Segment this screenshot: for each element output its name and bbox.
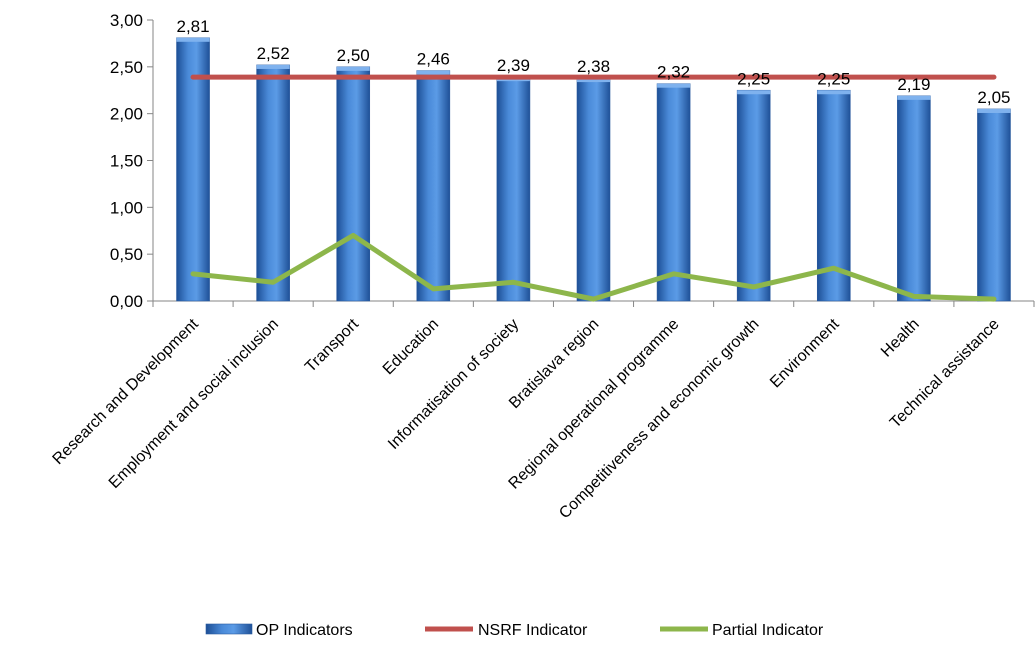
bar <box>977 108 1011 302</box>
data-labels: 2,81 2,52 2,50 2,46 2,39 2,38 2,32 2,25 2,25 2,19… <box>176 17 1010 107</box>
bar <box>656 83 691 302</box>
bar-value-label: 2,46 <box>417 50 450 69</box>
bar-top <box>817 90 851 95</box>
bar <box>897 95 931 302</box>
category-label: Informatisation of society <box>385 316 522 453</box>
bar-value-label: 2,32 <box>657 63 690 82</box>
legend-label: Partial Indicator <box>712 622 824 639</box>
bar-value-label: 2,38 <box>577 57 610 76</box>
legend: OP Indicators NSRF Indicator Partial Indic… <box>205 622 824 639</box>
bar-top <box>416 70 450 75</box>
y-tick-label: 0,50 <box>110 245 143 264</box>
lines <box>190 74 997 302</box>
bar-value-label: 2,25 <box>817 69 850 88</box>
bar-top <box>897 95 931 100</box>
legend-label: NSRF Indicator <box>478 622 588 639</box>
bar <box>496 76 531 302</box>
y-tick-label: 3,00 <box>110 11 143 30</box>
category-label: Health <box>878 316 923 361</box>
bar <box>736 89 771 302</box>
category-label: Education <box>380 316 442 378</box>
bar <box>176 37 210 302</box>
bar <box>336 66 371 302</box>
bar-top <box>657 83 691 88</box>
bar-value-label: 2,19 <box>897 75 930 94</box>
y-tick-label: 2,00 <box>110 105 143 124</box>
category-label: Employment and social inclusion <box>106 316 282 492</box>
bar-value-label: 2,39 <box>497 56 530 75</box>
y-tick-label: 0,00 <box>110 292 143 311</box>
bar-top <box>256 64 290 69</box>
bar-top <box>336 66 370 71</box>
y-tick-label: 1,50 <box>110 152 143 171</box>
bar-value-label: 2,05 <box>977 88 1010 107</box>
bar-top <box>176 37 210 42</box>
bar-top <box>577 78 610 83</box>
y-tick-label: 2,50 <box>110 58 143 77</box>
bar <box>576 77 611 302</box>
category-label: Research and Development <box>50 315 203 468</box>
bar <box>256 64 290 302</box>
bar-top <box>977 108 1011 113</box>
axes: 0,00 0,50 1,00 1,50 2,00 2,50 3,00 <box>110 11 1035 311</box>
legend-swatch-bar <box>205 623 253 635</box>
category-label: Regional operational programme <box>506 316 683 493</box>
category-label: Environment <box>767 315 843 391</box>
legend-label: OP Indicators <box>256 622 353 639</box>
bar-value-label: 2,52 <box>257 44 290 63</box>
bar-top <box>737 90 771 95</box>
bar-value-label: 2,81 <box>176 17 209 36</box>
bar <box>416 70 451 302</box>
bar-value-label: 2,50 <box>337 46 370 65</box>
category-label: Transport <box>302 315 362 375</box>
partial-indicator-line <box>190 232 997 302</box>
bar-value-label: 2,25 <box>737 69 770 88</box>
y-tick-label: 1,00 <box>110 198 143 217</box>
